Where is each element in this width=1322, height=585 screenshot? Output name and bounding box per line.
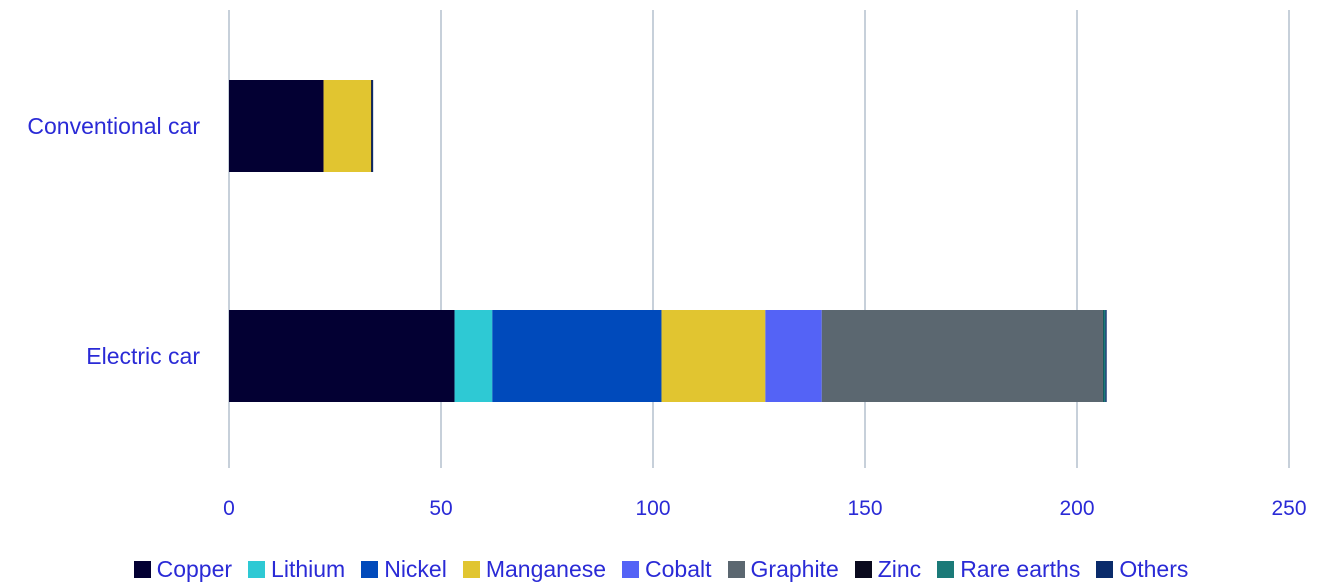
category-label: Electric car	[86, 343, 200, 369]
legend-item: Zinc	[854, 555, 922, 583]
bar-segment-zinc	[1102, 310, 1104, 402]
bar-segment-cobalt	[765, 310, 822, 402]
x-tick-labels: 0 50 100 150 200 250	[223, 497, 1306, 520]
bar-segment-others	[1105, 310, 1107, 402]
legend-label: Lithium	[271, 555, 346, 582]
bars	[229, 80, 1107, 402]
legend-label: Manganese	[485, 555, 607, 582]
legend-label: Rare earths	[960, 555, 1081, 582]
x-tick-label: 50	[429, 497, 452, 520]
legend-swatch	[937, 560, 955, 578]
bar-segment-manganese	[661, 310, 766, 402]
legend-label: Graphite	[750, 555, 839, 582]
legend-swatch	[248, 560, 266, 578]
chart: Conventional car Electric car 0 50 100 150 20…	[27, 10, 1307, 520]
legend-label: Copper	[156, 555, 233, 582]
legend-swatch	[361, 560, 379, 578]
bar-segment-graphite	[821, 310, 1103, 402]
bar-segment-others	[371, 80, 374, 172]
x-tick-label: 200	[1059, 497, 1094, 520]
legend-item: Others	[1096, 556, 1188, 583]
category-label: Conventional car	[27, 113, 200, 139]
legend-swatch	[727, 560, 745, 578]
legend-item: Rare earths	[937, 556, 1080, 583]
bar-segment-manganese	[323, 80, 372, 172]
legend-item: Copper	[133, 555, 233, 583]
legend-label: Zinc	[877, 555, 922, 582]
x-tick-label: 100	[635, 497, 670, 520]
legend-swatch	[854, 560, 872, 578]
legend-item: Manganese	[462, 555, 607, 583]
legend-label: Cobalt	[645, 555, 712, 582]
category-labels: Conventional car Electric car	[27, 113, 200, 369]
bar-segment-lithium	[454, 310, 493, 402]
legend-swatch	[622, 560, 640, 578]
legend-item: Cobalt	[622, 555, 712, 583]
legend: Copper Lithium Nickel Manganese Cobalt Graphi…	[0, 553, 1322, 585]
bar-segment-copper	[229, 310, 455, 402]
legend-label: Others	[1119, 555, 1189, 582]
legend-swatch	[1096, 560, 1114, 578]
legend-swatch	[133, 560, 151, 578]
x-tick-label: 0	[223, 497, 235, 520]
x-tick-label: 250	[1271, 497, 1306, 520]
legend-item: Lithium	[248, 556, 345, 583]
bar-segment-rare-earths	[1103, 310, 1106, 402]
legend-swatch	[462, 560, 480, 578]
legend-item: Nickel	[361, 556, 447, 583]
x-tick-label: 150	[847, 497, 882, 520]
bar-segment-zinc	[371, 80, 372, 172]
bar-segment-copper	[229, 80, 324, 172]
legend-label: Nickel	[384, 555, 447, 582]
legend-item: Graphite	[727, 555, 839, 583]
bar-segment-nickel	[492, 310, 662, 402]
